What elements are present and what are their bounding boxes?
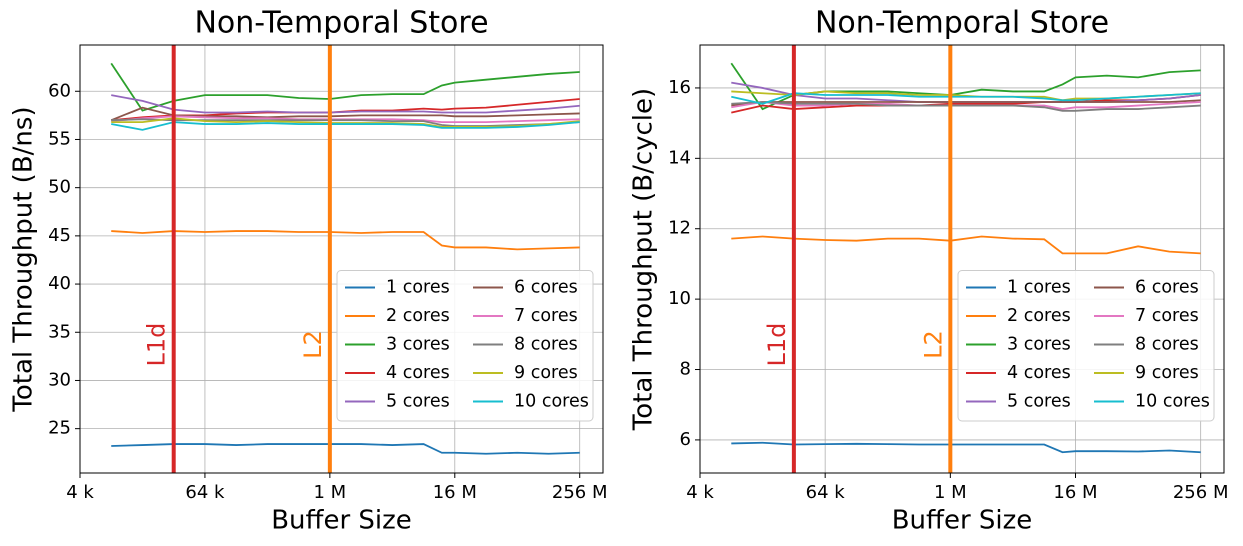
series-line (111, 443, 580, 455)
legend-label: 1 cores (386, 278, 450, 298)
x-tick-label: 4 k (66, 482, 94, 503)
x-tick-label: 64 k (185, 482, 225, 503)
legend-box (336, 270, 594, 422)
chart-title: Non-Temporal Store (194, 6, 488, 41)
legend-label: 2 cores (386, 306, 450, 326)
y-axis-label: Total Throughput (B/cycle) (629, 88, 659, 431)
y-tick-label: 35 (48, 321, 71, 342)
legend-label: 9 cores (514, 363, 578, 383)
legend-label: 4 cores (386, 363, 450, 383)
legend-label: 3 cores (386, 335, 450, 355)
y-tick-label: 25 (48, 418, 71, 439)
y-tick-label: 8 (680, 359, 691, 380)
legend-label: 4 cores (1007, 363, 1071, 383)
legend-label: 7 cores (1135, 306, 1199, 326)
y-tick-label: 45 (48, 225, 71, 246)
axes-frame (699, 44, 1225, 474)
annotation-label: L1d (143, 323, 171, 367)
legend-label: 8 cores (514, 335, 578, 355)
y-tick-label: 10 (668, 288, 691, 309)
series-line (731, 99, 1201, 107)
x-tick-label: 64 k (806, 482, 846, 503)
x-tick-label: 1 M (934, 482, 967, 503)
x-axis-label: Buffer Size (271, 506, 412, 536)
series-line (731, 94, 1201, 114)
x-axis-label: Buffer Size (892, 506, 1033, 536)
legend-label: 5 cores (386, 392, 450, 412)
legend-label: 6 cores (1135, 278, 1199, 298)
series-line (111, 115, 580, 124)
series-line (731, 92, 1201, 105)
axes-frame (79, 44, 604, 474)
subplot: 6 8 10 12 14 16 4 k 64 k 1 M 16 M 256 M L1d L2 Non-Te… (629, 6, 1229, 536)
x-tick-label: 16 M (1053, 482, 1097, 503)
x-tick-label: 4 k (686, 482, 714, 503)
y-tick-label: 50 (48, 177, 71, 198)
legend-label: 3 cores (1007, 335, 1071, 355)
y-tick-label: 16 (668, 77, 691, 98)
legend-label: 6 cores (514, 278, 578, 298)
y-axis-label: Total Throughput (B/ns) (9, 106, 39, 412)
series-line (731, 101, 1201, 112)
legend-label: 9 cores (1135, 363, 1199, 383)
y-tick-label: 55 (48, 128, 71, 149)
x-tick-label: 256 M (552, 482, 608, 503)
legend-label: 10 cores (514, 392, 589, 412)
legend-label: 5 cores (1007, 392, 1071, 412)
legend-box (957, 270, 1215, 422)
x-tick-label: 16 M (433, 482, 477, 503)
series-line (111, 230, 580, 251)
series-line (111, 94, 580, 114)
x-tick-label: 1 M (314, 482, 347, 503)
y-tick-label: 60 (48, 80, 71, 101)
subplot: 25 30 35 40 45 50 55 60 4 k 64 k 1 M 16 M 256 M L1d L2… (9, 6, 608, 536)
legend-label: 10 cores (1135, 392, 1210, 412)
chart-title: Non-Temporal Store (815, 6, 1109, 41)
y-tick-label: 30 (48, 369, 71, 390)
x-tick-label: 256 M (1173, 482, 1229, 503)
annotation-label: L2 (299, 330, 327, 359)
annotation-label: L2 (919, 330, 947, 359)
legend-label: 1 cores (1007, 278, 1071, 298)
series-line (110, 106, 580, 122)
series-line (731, 441, 1201, 454)
series-line (110, 62, 580, 112)
series-line (111, 121, 580, 131)
legend: 1 cores 2 cores 3 cores 4 cores 5 cores 6 cor… (957, 270, 1215, 422)
series-line (111, 117, 580, 128)
y-tick-label: 14 (668, 147, 691, 168)
series-line (731, 235, 1201, 255)
legend: 1 cores 2 cores 3 cores 4 cores 5 cores 6 cor… (336, 270, 594, 422)
annotation-label: L1d (763, 323, 791, 367)
y-tick-label: 40 (48, 273, 71, 294)
y-tick-label: 12 (668, 218, 691, 239)
legend-label: 2 cores (1007, 306, 1071, 326)
y-tick-label: 6 (680, 429, 691, 450)
legend-label: 8 cores (1135, 335, 1199, 355)
legend-label: 7 cores (514, 306, 578, 326)
